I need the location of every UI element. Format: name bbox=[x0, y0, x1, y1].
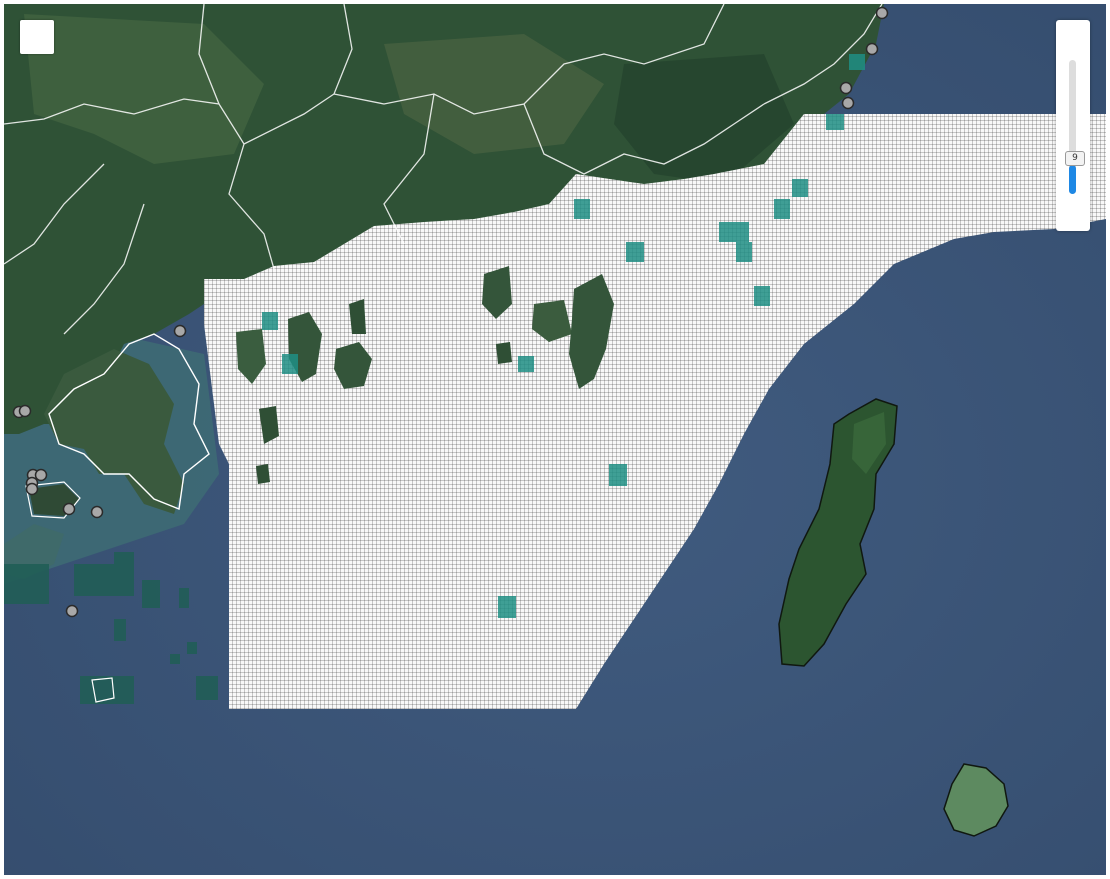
highlight-cell-8 bbox=[754, 286, 770, 306]
highlight-cell-7 bbox=[736, 242, 752, 262]
mainland-texture-dark bbox=[614, 54, 794, 184]
small-island-outline bbox=[91, 677, 115, 703]
station-marker-4[interactable] bbox=[841, 96, 855, 110]
southwest-cell-8 bbox=[187, 642, 197, 654]
mainland-texture-light-2 bbox=[384, 34, 604, 154]
highlight-cell-2 bbox=[282, 354, 298, 374]
southwest-cell-5 bbox=[114, 619, 126, 641]
station-marker-1[interactable] bbox=[875, 6, 889, 20]
highlight-cell-14 bbox=[498, 596, 516, 618]
grid-island-4 bbox=[532, 300, 572, 342]
grid-island-9 bbox=[256, 464, 270, 484]
southwest-cell-4 bbox=[179, 588, 189, 608]
grid-island-8 bbox=[259, 406, 279, 444]
station-marker-12[interactable] bbox=[62, 502, 76, 516]
zoom-slider-track[interactable] bbox=[1069, 60, 1076, 194]
highlight-cell-9 bbox=[774, 199, 790, 219]
grid-island-6 bbox=[482, 266, 512, 319]
highlight-cell-11 bbox=[826, 114, 844, 130]
highlight-cell-12 bbox=[849, 54, 865, 70]
zoom-level-handle[interactable]: 9 bbox=[1065, 151, 1085, 166]
zoom-slider-panel[interactable]: 9 bbox=[1056, 20, 1090, 231]
highlight-cell-5 bbox=[626, 242, 644, 262]
southwest-cells bbox=[4, 552, 218, 704]
map-canvas[interactable] bbox=[4, 4, 1106, 875]
southwest-cell-3 bbox=[142, 580, 160, 608]
map-view[interactable]: 9 bbox=[4, 4, 1106, 875]
highlight-cell-13 bbox=[609, 464, 627, 486]
blank-square-icon[interactable] bbox=[20, 20, 54, 54]
southwest-cell-10 bbox=[4, 564, 49, 604]
station-marker-7[interactable] bbox=[18, 404, 32, 418]
highlight-cell-10 bbox=[792, 179, 808, 197]
station-marker-5[interactable] bbox=[173, 324, 187, 338]
grid-island-5 bbox=[569, 274, 614, 389]
station-marker-13[interactable] bbox=[90, 505, 104, 519]
western-coastline bbox=[48, 333, 210, 510]
small-southeast-island bbox=[943, 763, 1009, 837]
station-marker-2[interactable] bbox=[865, 42, 879, 56]
station-marker-9[interactable] bbox=[34, 468, 48, 482]
boundary-lines bbox=[4, 4, 883, 335]
highlight-cell-4 bbox=[574, 199, 590, 219]
western-peninsula bbox=[44, 349, 184, 514]
zoom-slider-fill bbox=[1069, 164, 1076, 194]
highlighted-cells bbox=[262, 54, 865, 618]
station-marker-3[interactable] bbox=[839, 81, 853, 95]
highlight-cell-1 bbox=[262, 312, 278, 330]
large-east-island-highlight bbox=[852, 412, 886, 474]
grid-island-2 bbox=[334, 342, 372, 389]
grid-island-10 bbox=[496, 342, 512, 364]
highlight-cell-6 bbox=[719, 222, 749, 242]
southwest-cell-7 bbox=[196, 676, 218, 700]
station-markers[interactable] bbox=[12, 6, 889, 618]
offshore-grid bbox=[204, 114, 1106, 709]
grid-island-3 bbox=[349, 299, 366, 334]
mainland-texture-light bbox=[24, 14, 264, 164]
station-marker-11[interactable] bbox=[25, 482, 39, 496]
highlight-cell-3 bbox=[518, 356, 534, 372]
southwest-cell-9 bbox=[170, 654, 180, 664]
station-marker-14[interactable] bbox=[65, 604, 79, 618]
grid-island-7 bbox=[236, 329, 266, 384]
southwest-cell-2 bbox=[74, 564, 134, 596]
